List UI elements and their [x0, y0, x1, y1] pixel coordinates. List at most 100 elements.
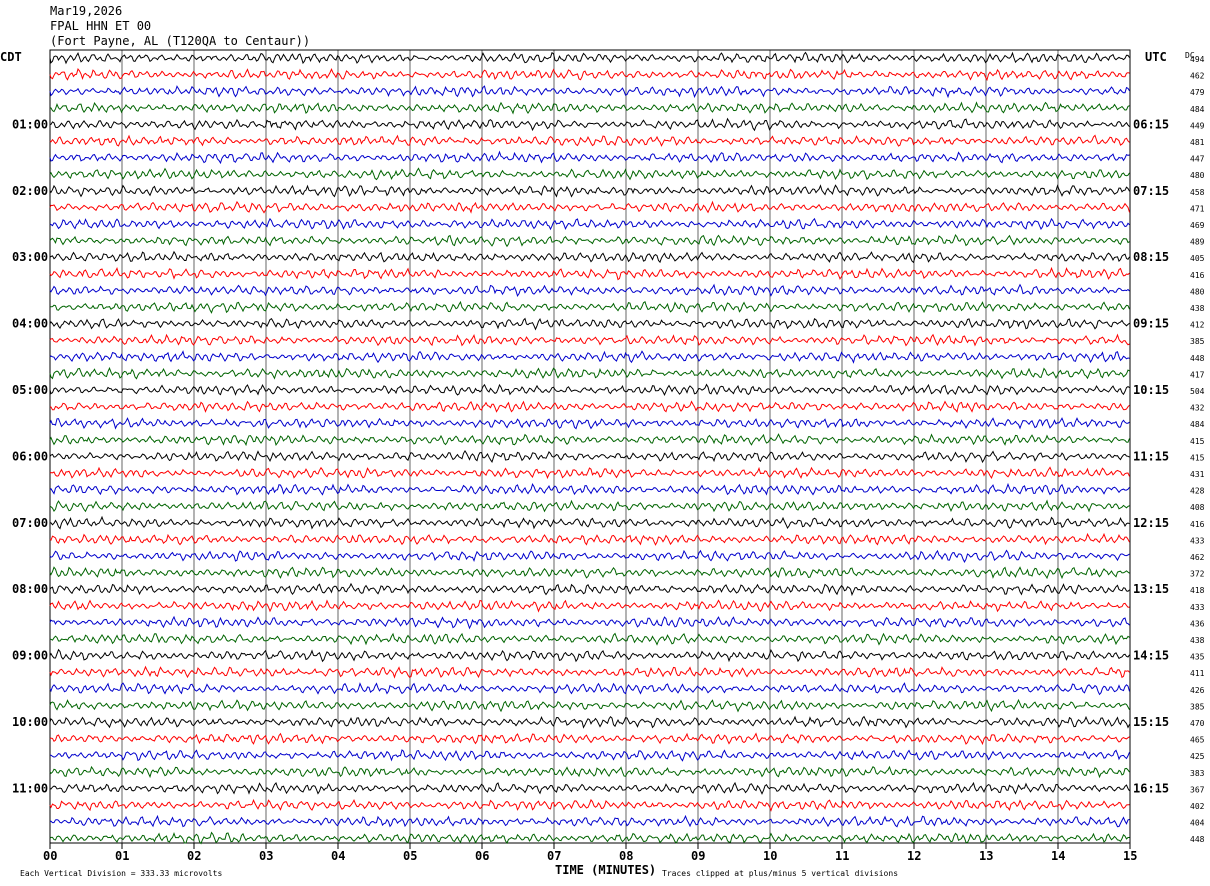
left-hour-label: 03:00	[12, 250, 48, 264]
seismic-trace	[49, 333, 1130, 347]
dc-offset-label: 438	[1190, 304, 1205, 313]
dc-offset-label: 432	[1190, 404, 1205, 413]
dc-offset-label: 462	[1190, 553, 1205, 562]
dc-offset-label: 404	[1190, 819, 1205, 828]
right-hour-label: 08:15	[1133, 250, 1169, 264]
dc-offset-label: 433	[1190, 536, 1205, 545]
left-hour-label: 11:00	[12, 781, 48, 795]
seismic-trace	[49, 615, 1130, 630]
seismic-trace	[49, 400, 1130, 413]
left-hour-label: 05:00	[12, 383, 48, 397]
traces	[49, 51, 1130, 845]
seismic-trace	[49, 765, 1130, 779]
x-tick-label: 04	[331, 849, 345, 863]
seismic-trace	[49, 85, 1130, 99]
x-tick-label: 06	[475, 849, 489, 863]
axis-labels: CDT UTC DC TIME (MINUTES) Each Vertical …	[0, 50, 1205, 878]
x-tick-label: 05	[403, 849, 417, 863]
seismic-trace	[49, 150, 1130, 165]
x-tick-label: 00	[43, 849, 57, 863]
x-tick-label: 11	[835, 849, 849, 863]
dc-offset-label: 416	[1190, 271, 1205, 280]
right-hour-label: 10:15	[1133, 383, 1169, 397]
seismic-trace	[49, 732, 1130, 746]
seismic-trace	[49, 233, 1130, 248]
dc-offset-label: 367	[1190, 785, 1205, 794]
location-label: (Fort Payne, AL (T120QA to Centaur))	[50, 34, 311, 48]
seismic-trace	[49, 566, 1130, 580]
seismic-trace	[49, 68, 1130, 82]
seismic-trace	[50, 749, 1130, 762]
dc-offset-label: 458	[1190, 188, 1205, 197]
dc-offset-label: 425	[1190, 752, 1205, 761]
seismic-trace	[49, 101, 1130, 115]
seismic-trace	[49, 184, 1130, 198]
seismic-trace	[49, 632, 1130, 646]
seismic-trace	[49, 798, 1130, 812]
dc-offset-label: 484	[1190, 105, 1205, 114]
dc-offset-label: 417	[1190, 370, 1205, 379]
plot-frame	[49, 49, 1131, 844]
left-hour-label: 01:00	[12, 117, 48, 131]
right-hour-label: 16:15	[1133, 781, 1169, 795]
seismic-trace	[49, 499, 1130, 513]
seismic-trace	[49, 300, 1130, 314]
dc-offset-label: 372	[1190, 570, 1205, 579]
seismic-trace	[49, 417, 1130, 430]
dc-offset-label: 436	[1190, 619, 1205, 628]
seismic-trace	[49, 283, 1130, 298]
left-hour-label: 02:00	[12, 184, 48, 198]
dc-offset-label: 494	[1190, 55, 1205, 64]
dc-offset-label: 433	[1190, 603, 1205, 612]
right-hour-label: 12:15	[1133, 516, 1169, 530]
footer-scale-note: Each Vertical Division = 333.33 microvol…	[20, 869, 222, 878]
seismic-trace	[49, 51, 1130, 65]
x-tick-label: 15	[1123, 849, 1137, 863]
right-hour-label: 09:15	[1133, 317, 1169, 331]
dc-offset-label: 447	[1190, 155, 1205, 164]
time-grid	[49, 49, 1131, 849]
dc-offset-label: 426	[1190, 686, 1205, 695]
dc-offset-label: 428	[1190, 487, 1205, 496]
left-hour-label: 06:00	[12, 449, 48, 463]
right-hour-label: 15:15	[1133, 715, 1169, 729]
dc-offset-label: 383	[1190, 769, 1205, 778]
dc-offset-label: 402	[1190, 802, 1205, 811]
seismic-trace	[49, 482, 1130, 496]
left-hour-label: 07:00	[12, 516, 48, 530]
seismic-trace	[49, 383, 1130, 396]
x-tick-label: 14	[1051, 849, 1065, 863]
seismic-trace	[49, 317, 1130, 331]
x-tick-label: 02	[187, 849, 201, 863]
dc-offset-label: 484	[1190, 420, 1205, 429]
left-timezone-label: CDT	[0, 50, 22, 64]
dc-offset-label: 449	[1190, 121, 1205, 130]
x-axis-title: TIME (MINUTES)	[555, 863, 656, 877]
x-tick-label: 07	[547, 849, 561, 863]
dc-offset-label: 385	[1190, 337, 1205, 346]
seismic-trace	[49, 831, 1130, 845]
seismic-trace	[49, 167, 1130, 181]
dc-offset-label: 448	[1190, 835, 1205, 844]
seismic-trace	[49, 217, 1130, 231]
x-tick-label: 10	[763, 849, 777, 863]
seismic-trace	[49, 549, 1130, 563]
seismic-trace	[49, 648, 1130, 663]
seismic-trace	[49, 134, 1130, 147]
dc-offset-label: 405	[1190, 254, 1205, 263]
seismic-trace	[49, 814, 1130, 828]
dc-offset-label: 411	[1190, 669, 1205, 678]
dc-offset-label: 385	[1190, 702, 1205, 711]
dc-offset-label: 415	[1190, 437, 1205, 446]
x-tick-label: 13	[979, 849, 993, 863]
x-tick-label: 01	[115, 849, 129, 863]
station-label: FPAL HHN ET 00	[50, 19, 152, 33]
left-hour-label: 04:00	[12, 317, 48, 331]
seismic-trace	[49, 250, 1130, 264]
seismic-trace	[50, 117, 1130, 132]
seismic-trace	[49, 200, 1130, 214]
right-hour-label: 07:15	[1133, 184, 1169, 198]
seismic-trace	[49, 433, 1130, 447]
right-timezone-label: UTC	[1145, 50, 1167, 64]
